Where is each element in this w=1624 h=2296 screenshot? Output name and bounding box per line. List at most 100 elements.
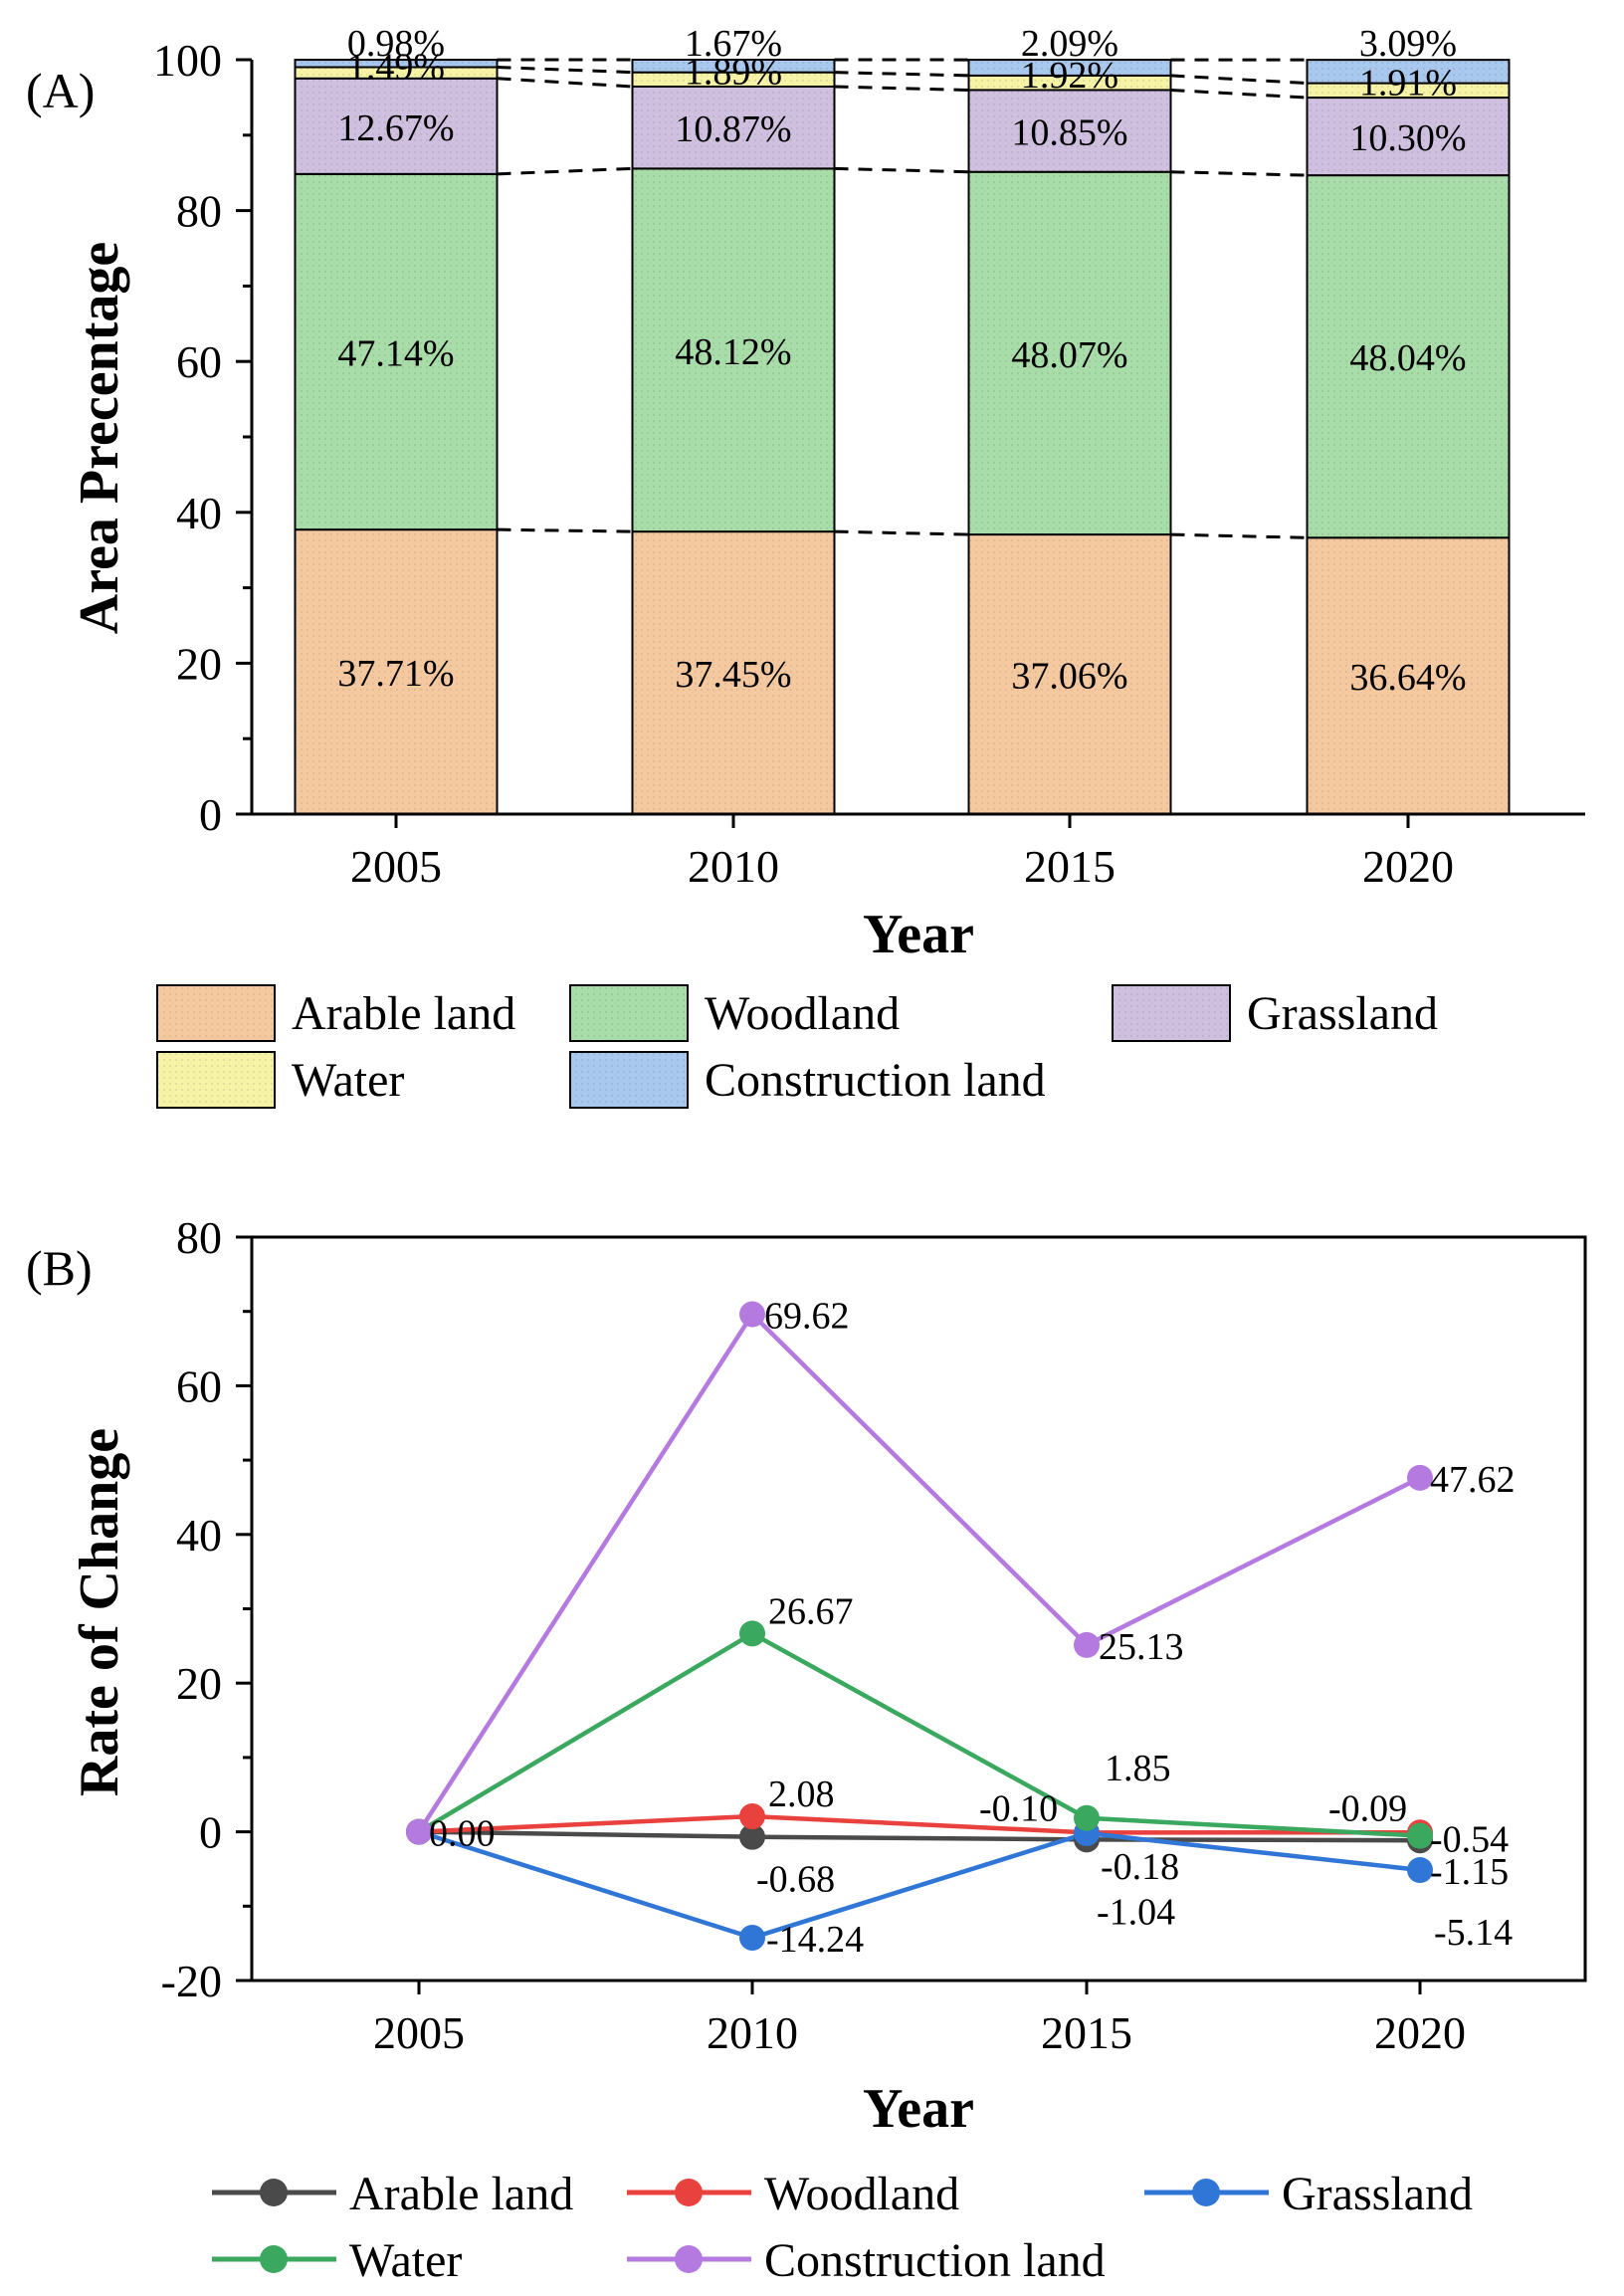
x-tick-label: 2005 xyxy=(350,841,442,892)
point-water-2010 xyxy=(739,1620,765,1647)
y-tick-label: 0 xyxy=(199,789,222,840)
data-label-arable-land-2020: 36.64% xyxy=(1349,657,1466,699)
y-tick-label: 100 xyxy=(153,35,222,86)
data-label-woodland-2015: 48.07% xyxy=(1011,334,1127,376)
legend-label-grassland: Grassland xyxy=(1247,987,1438,1040)
connector-line xyxy=(497,77,633,89)
data-label-water-2010: 26.67 xyxy=(768,1590,854,1632)
x-tick-label: 2005 xyxy=(373,2007,465,2058)
bar-texture-construction-land-2005 xyxy=(295,60,498,68)
data-label-arable-land-2015: -1.04 xyxy=(1097,1891,1175,1933)
data-label-arable-land-2010: -0.68 xyxy=(756,1859,835,1901)
bar-texture-arable-land-2020 xyxy=(1307,537,1510,814)
connector-line xyxy=(834,71,969,78)
legend-swatch-texture xyxy=(1113,985,1230,1041)
bar-texture-construction-land-2010 xyxy=(632,60,835,73)
data-label-water-2020: 1.91% xyxy=(1359,63,1457,104)
bar-texture-woodland-2005 xyxy=(295,173,498,530)
chart-b-y-axis-title: Rate of Change xyxy=(69,1428,130,1796)
chart-b-x-axis-title: Year xyxy=(863,2078,974,2140)
data-label-arable-land-2005: 37.71% xyxy=(337,653,454,695)
data-label-grassland-2015: 10.85% xyxy=(1011,112,1127,154)
point-grassland-2010 xyxy=(739,1924,765,1951)
legend-marker-grassland xyxy=(1192,2179,1220,2206)
connector-line xyxy=(834,85,969,92)
point-construction-land-2005 xyxy=(406,1818,432,1845)
legend-label-arable-land: Arable land xyxy=(349,2168,573,2220)
x-tick-label: 2015 xyxy=(1041,2007,1132,2058)
bar-texture-grassland-2010 xyxy=(632,86,835,169)
legend-label-woodland: Woodland xyxy=(705,987,900,1040)
data-label-construction-land-2010: 69.62 xyxy=(764,1296,850,1338)
legend-label-grassland: Grassland xyxy=(1282,2168,1473,2220)
data-label-woodland-2015: -0.10 xyxy=(979,1787,1058,1829)
chart-b-lines xyxy=(417,1310,1422,1941)
bar-texture-construction-land-2020 xyxy=(1307,60,1510,84)
legend-marker-woodland xyxy=(675,2179,703,2206)
bar-texture-grassland-2005 xyxy=(295,78,498,174)
bar-texture-arable-land-2015 xyxy=(968,534,1171,814)
plot-frame xyxy=(250,1235,1587,1983)
connector-line xyxy=(834,166,969,174)
bar-texture-woodland-2010 xyxy=(632,168,835,532)
point-water-2020 xyxy=(1407,1822,1433,1849)
data-label-woodland-2005: 47.14% xyxy=(337,332,454,374)
line-arable-land xyxy=(418,1829,1421,1843)
data-label-grassland-2010: -14.24 xyxy=(766,1919,864,1961)
legend-swatch-texture xyxy=(157,1052,275,1108)
panel-b-label: (B) xyxy=(26,1240,93,1296)
bar-texture-water-2015 xyxy=(968,75,1171,91)
chart-a-x-axis-title: Year xyxy=(863,904,974,965)
chart-a: (A) 37.71% 47.14% 12.67% 1.49%0.98% 37.45% 48… xyxy=(26,23,1585,1109)
data-label-arable-land-2015: 37.06% xyxy=(1011,656,1127,698)
y-tick-label: 80 xyxy=(176,1212,222,1263)
connector-line xyxy=(1170,88,1308,100)
bar-texture-grassland-2020 xyxy=(1307,98,1510,176)
chart-b: (B) 0.00 -0.68 -1.04 -1.15 2.08 -0.10 -0.09 -14… xyxy=(26,1212,1587,2287)
line-construction-land xyxy=(417,1310,1422,1833)
point-construction-land-2015 xyxy=(1074,1631,1100,1658)
bar-texture-water-2020 xyxy=(1307,83,1510,99)
x-tick-label: 2020 xyxy=(1362,841,1454,892)
data-label-water-2015: 1.85 xyxy=(1105,1748,1171,1789)
data-label-construction-land-2005: 0.98% xyxy=(347,23,445,65)
y-tick-label: 20 xyxy=(176,638,222,689)
chart-a-data-labels: 37.71% 47.14% 12.67% 1.49%0.98% 37.45% 48.12%… xyxy=(337,23,1466,699)
legend-label-construction-land: Construction land xyxy=(764,2234,1106,2287)
data-label-arable-land-2010: 37.45% xyxy=(675,654,791,696)
data-label-grassland-2005: 12.67% xyxy=(337,107,454,149)
data-label-construction-land-2020: 47.62 xyxy=(1430,1459,1516,1501)
data-label-water-2010: 1.89% xyxy=(685,52,782,94)
point-arable-land-2010 xyxy=(739,1823,765,1850)
data-label-water-2020: -0.54 xyxy=(1430,1819,1509,1861)
connector-line xyxy=(497,66,633,75)
x-tick-label: 2015 xyxy=(1024,841,1116,892)
legend-label-water: Water xyxy=(292,1054,404,1107)
legend-label-woodland: Woodland xyxy=(764,2168,959,2220)
data-label-construction-land-2010: 1.67% xyxy=(685,23,782,65)
x-tick-label: 2010 xyxy=(688,841,779,892)
chart-b-data-labels: 0.00 -0.68 -1.04 -1.15 2.08 -0.10 -0.09 -14.24 -… xyxy=(429,1296,1516,1961)
panel-a-label: (A) xyxy=(26,63,95,118)
legend-marker-arable-land xyxy=(260,2179,288,2206)
data-label-water-2005: 1.49% xyxy=(347,47,445,89)
bar-texture-water-2005 xyxy=(295,67,498,79)
y-tick-label: 0 xyxy=(199,1807,222,1858)
line-water xyxy=(417,1630,1421,1838)
point-construction-land-2010 xyxy=(739,1301,765,1328)
bar-texture-water-2010 xyxy=(632,72,835,87)
connector-line xyxy=(1170,532,1308,539)
point-construction-land-2020 xyxy=(1407,1464,1433,1491)
chart-a-y-axis-title: Area Precentage xyxy=(69,242,130,634)
line-grassland xyxy=(418,1829,1421,1941)
point-grassland-2020 xyxy=(1407,1856,1433,1883)
point-water-2015 xyxy=(1074,1804,1100,1831)
chart-b-axes: -20 0 20 40 60 80 2005 2010 2015 2020 xyxy=(161,1212,1587,2058)
legend-swatch-texture xyxy=(570,1052,688,1108)
y-tick-label: 80 xyxy=(176,186,222,237)
data-label-grassland-2020: -5.14 xyxy=(1434,1912,1513,1954)
connector-line xyxy=(497,527,633,533)
bar-texture-woodland-2015 xyxy=(968,171,1171,535)
bar-texture-arable-land-2010 xyxy=(632,531,835,814)
